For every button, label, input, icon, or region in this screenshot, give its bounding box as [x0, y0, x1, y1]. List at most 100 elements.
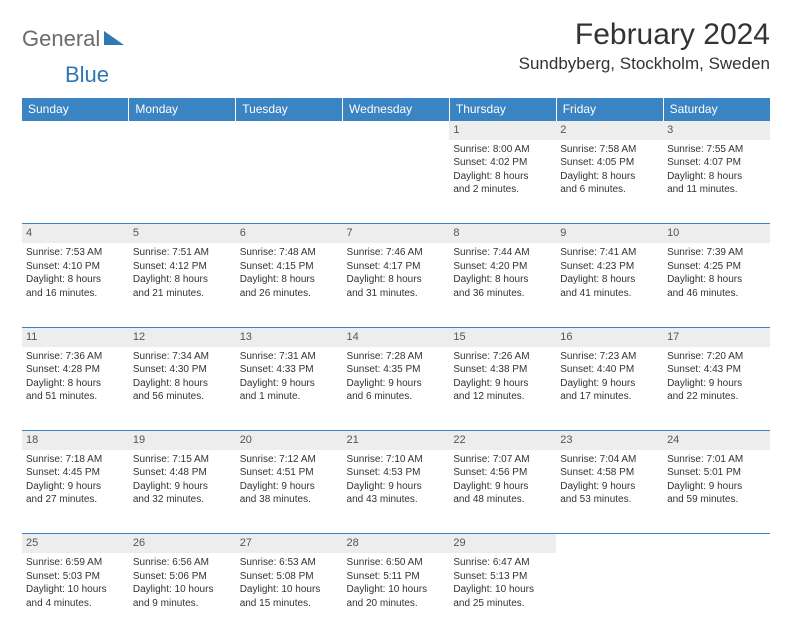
sunrise-text: Sunrise: 7:41 AM [560, 246, 659, 260]
day-header: Saturday [663, 98, 770, 121]
sunrise-text: Sunrise: 7:15 AM [133, 453, 232, 467]
sunrise-text: Sunrise: 7:26 AM [453, 350, 552, 364]
day-header: Wednesday [343, 98, 450, 121]
day-number-cell: 3 [663, 121, 770, 140]
sunset-text: Sunset: 5:03 PM [26, 570, 125, 584]
day-number-cell: 20 [236, 431, 343, 450]
sunrise-text: Sunrise: 7:10 AM [347, 453, 446, 467]
day-number-cell: 6 [236, 224, 343, 243]
day-number-cell: 24 [663, 431, 770, 450]
day-info-cell: Sunrise: 7:55 AMSunset: 4:07 PMDaylight:… [663, 140, 770, 224]
daylight-text-2: and 59 minutes. [667, 493, 766, 507]
day-info-cell [22, 140, 129, 224]
daylight-text-2: and 56 minutes. [133, 390, 232, 404]
location-label: Sundbyberg, Stockholm, Sweden [519, 54, 770, 74]
day-number-cell: 16 [556, 327, 663, 346]
sunset-text: Sunset: 4:30 PM [133, 363, 232, 377]
daylight-text-1: Daylight: 9 hours [240, 377, 339, 391]
month-title: February 2024 [519, 18, 770, 52]
daylight-text-1: Daylight: 9 hours [667, 377, 766, 391]
day-info-cell: Sunrise: 7:34 AMSunset: 4:30 PMDaylight:… [129, 347, 236, 431]
daylight-text-1: Daylight: 9 hours [453, 377, 552, 391]
daylight-text-1: Daylight: 9 hours [347, 480, 446, 494]
day-info-cell: Sunrise: 6:47 AMSunset: 5:13 PMDaylight:… [449, 553, 556, 637]
daylight-text-2: and 17 minutes. [560, 390, 659, 404]
day-info-cell [343, 140, 450, 224]
sunset-text: Sunset: 4:07 PM [667, 156, 766, 170]
day-header: Tuesday [236, 98, 343, 121]
day-info-cell: Sunrise: 7:20 AMSunset: 4:43 PMDaylight:… [663, 347, 770, 431]
day-number-cell: 1 [449, 121, 556, 140]
sunset-text: Sunset: 4:23 PM [560, 260, 659, 274]
day-header: Friday [556, 98, 663, 121]
day-info-cell: Sunrise: 7:51 AMSunset: 4:12 PMDaylight:… [129, 243, 236, 327]
daylight-text-1: Daylight: 10 hours [453, 583, 552, 597]
daylight-text-1: Daylight: 8 hours [667, 170, 766, 184]
sunset-text: Sunset: 4:25 PM [667, 260, 766, 274]
sunrise-text: Sunrise: 7:36 AM [26, 350, 125, 364]
day-number-cell: 9 [556, 224, 663, 243]
day-number-cell [663, 534, 770, 553]
daylight-text-1: Daylight: 8 hours [560, 273, 659, 287]
daylight-text-2: and 2 minutes. [453, 183, 552, 197]
daylight-text-1: Daylight: 9 hours [26, 480, 125, 494]
daylight-text-2: and 20 minutes. [347, 597, 446, 611]
day-number-cell: 29 [449, 534, 556, 553]
daylight-text-2: and 41 minutes. [560, 287, 659, 301]
calendar-table: SundayMondayTuesdayWednesdayThursdayFrid… [22, 98, 770, 637]
sunset-text: Sunset: 4:56 PM [453, 466, 552, 480]
day-number-cell: 2 [556, 121, 663, 140]
day-number-cell: 11 [22, 327, 129, 346]
daylight-text-2: and 9 minutes. [133, 597, 232, 611]
daylight-text-1: Daylight: 8 hours [667, 273, 766, 287]
sunset-text: Sunset: 4:10 PM [26, 260, 125, 274]
day-info-cell: Sunrise: 6:59 AMSunset: 5:03 PMDaylight:… [22, 553, 129, 637]
day-info-cell: Sunrise: 7:48 AMSunset: 4:15 PMDaylight:… [236, 243, 343, 327]
day-number-cell: 19 [129, 431, 236, 450]
sunrise-text: Sunrise: 7:58 AM [560, 143, 659, 157]
sunset-text: Sunset: 4:15 PM [240, 260, 339, 274]
sunrise-text: Sunrise: 7:28 AM [347, 350, 446, 364]
sunrise-text: Sunrise: 7:01 AM [667, 453, 766, 467]
daylight-text-1: Daylight: 8 hours [240, 273, 339, 287]
day-info-cell: Sunrise: 7:46 AMSunset: 4:17 PMDaylight:… [343, 243, 450, 327]
sunset-text: Sunset: 5:06 PM [133, 570, 232, 584]
daylight-text-1: Daylight: 8 hours [26, 273, 125, 287]
day-number-cell: 23 [556, 431, 663, 450]
daylight-text-2: and 16 minutes. [26, 287, 125, 301]
day-info-cell: Sunrise: 7:07 AMSunset: 4:56 PMDaylight:… [449, 450, 556, 534]
sunset-text: Sunset: 4:02 PM [453, 156, 552, 170]
daylight-text-2: and 12 minutes. [453, 390, 552, 404]
day-number-cell: 25 [22, 534, 129, 553]
day-number-cell: 12 [129, 327, 236, 346]
daylight-text-1: Daylight: 10 hours [240, 583, 339, 597]
daylight-text-2: and 4 minutes. [26, 597, 125, 611]
day-number-cell: 27 [236, 534, 343, 553]
day-number-cell: 21 [343, 431, 450, 450]
day-number-cell: 14 [343, 327, 450, 346]
day-info-cell: Sunrise: 7:28 AMSunset: 4:35 PMDaylight:… [343, 347, 450, 431]
day-number-cell: 18 [22, 431, 129, 450]
sunrise-text: Sunrise: 7:07 AM [453, 453, 552, 467]
day-number-cell: 28 [343, 534, 450, 553]
daylight-text-1: Daylight: 8 hours [26, 377, 125, 391]
day-info-cell: Sunrise: 7:12 AMSunset: 4:51 PMDaylight:… [236, 450, 343, 534]
day-info-cell: Sunrise: 7:44 AMSunset: 4:20 PMDaylight:… [449, 243, 556, 327]
day-number-cell [343, 121, 450, 140]
logo: General [22, 18, 126, 52]
day-info-cell [556, 553, 663, 637]
daylight-text-2: and 1 minute. [240, 390, 339, 404]
sunset-text: Sunset: 4:53 PM [347, 466, 446, 480]
day-number-cell: 15 [449, 327, 556, 346]
day-info-cell: Sunrise: 6:56 AMSunset: 5:06 PMDaylight:… [129, 553, 236, 637]
sunset-text: Sunset: 4:38 PM [453, 363, 552, 377]
daylight-text-2: and 26 minutes. [240, 287, 339, 301]
day-header: Sunday [22, 98, 129, 121]
sunrise-text: Sunrise: 6:47 AM [453, 556, 552, 570]
day-info-cell: Sunrise: 7:41 AMSunset: 4:23 PMDaylight:… [556, 243, 663, 327]
sunrise-text: Sunrise: 6:56 AM [133, 556, 232, 570]
daylight-text-1: Daylight: 9 hours [453, 480, 552, 494]
daylight-text-2: and 53 minutes. [560, 493, 659, 507]
day-info-cell: Sunrise: 7:36 AMSunset: 4:28 PMDaylight:… [22, 347, 129, 431]
daylight-text-1: Daylight: 10 hours [133, 583, 232, 597]
